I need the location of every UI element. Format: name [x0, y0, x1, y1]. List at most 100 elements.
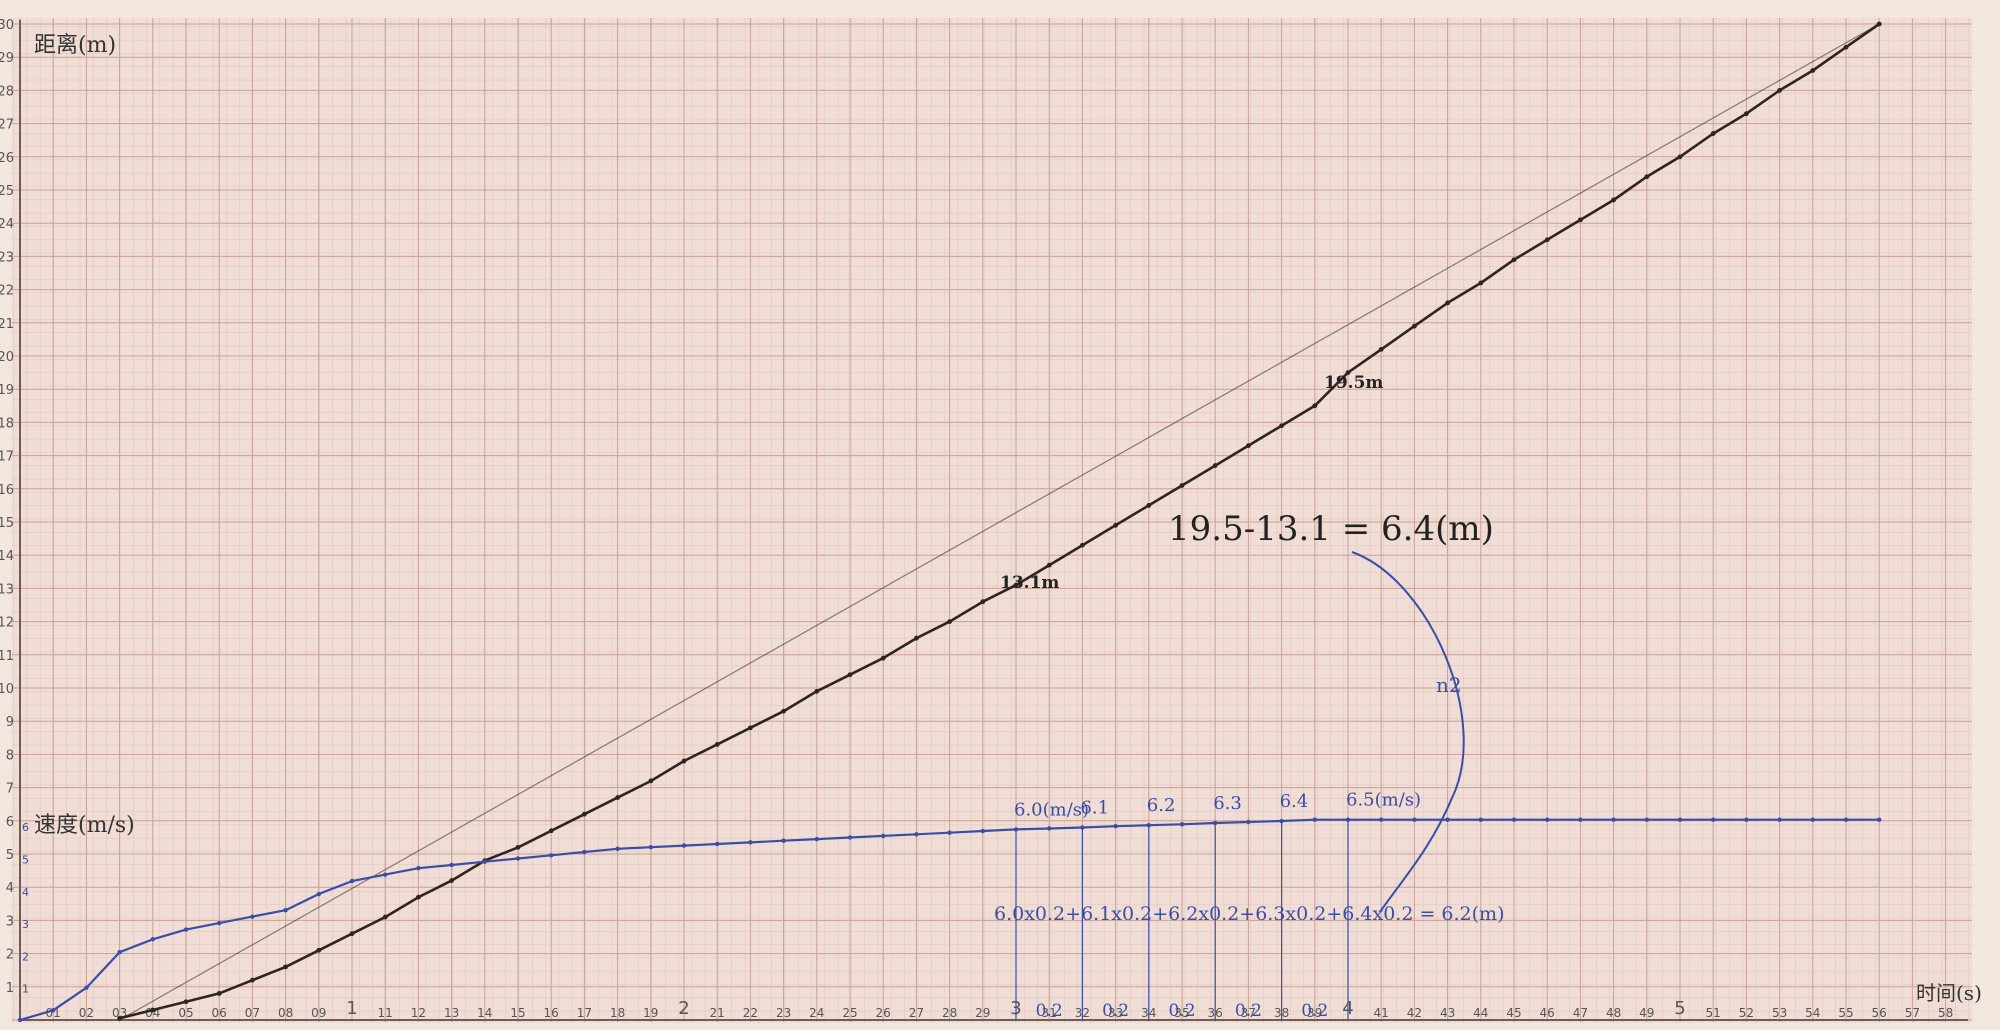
- distance-point: [615, 795, 620, 800]
- distance-point: [714, 742, 720, 747]
- velocity-point: [847, 835, 853, 840]
- connector-curve: [1351, 551, 1465, 913]
- velocity-point: [914, 832, 919, 837]
- time-tick-label: 23: [776, 1006, 791, 1020]
- distance-point: [1677, 154, 1683, 160]
- velocity-point: [283, 907, 288, 913]
- distance-point: [1876, 21, 1882, 27]
- distance-tick-label: 9: [6, 715, 14, 730]
- interval-label: 0.2: [1102, 1001, 1129, 1021]
- distance-point: [1644, 174, 1650, 180]
- time-tick-label: 19: [643, 1006, 658, 1020]
- time-tick-label: 41: [1374, 1006, 1389, 1020]
- velocity-point: [217, 920, 222, 926]
- velocity-point: [980, 828, 985, 834]
- distance-point: [1345, 370, 1351, 375]
- time-tick-label: 49: [1639, 1006, 1654, 1020]
- distance-tick-label: 5: [6, 848, 14, 863]
- velocity-point: [1246, 819, 1251, 825]
- velocity-point: [1279, 818, 1284, 824]
- distance-point: [1843, 44, 1849, 50]
- velocity-point: [117, 949, 122, 955]
- velocity-labels: 6.0(m/s)6.1 6.2 6.3 6.4 6.5(m/s): [1014, 790, 1421, 821]
- distance-tick-label: 19: [0, 383, 14, 398]
- velocity-point: [1047, 826, 1052, 831]
- distance-point: [1113, 522, 1118, 528]
- distance-point: [382, 914, 388, 920]
- velocity-point: [648, 844, 653, 850]
- time-tick-label: 28: [942, 1006, 957, 1020]
- velocity-point: [1113, 824, 1118, 829]
- time-tick-label: 25: [842, 1006, 857, 1020]
- distance-point: [748, 725, 753, 731]
- time-tick-label: 44: [1473, 1006, 1488, 1020]
- distance-point: [1445, 300, 1450, 306]
- velocity-point: [715, 841, 720, 847]
- distance-point: [814, 688, 820, 694]
- distance-tick-label: 30: [0, 18, 14, 33]
- time-tick-label: 58: [1938, 1006, 1953, 1020]
- area-sum-equation: 6.0x0.2+6.1x0.2+6.2x0.2+6.3x0.2+6.4x0.2 …: [994, 903, 1504, 925]
- time-tick-label: 13: [444, 1006, 459, 1020]
- time-axis-ticks: 01 02 03 04 05 06 07 08 09 1 11 12 13 14 15 16 17 18 19 2 21…: [46, 998, 1954, 1020]
- distance-point: [1478, 280, 1484, 286]
- distance-tick-label: 25: [0, 184, 14, 199]
- annotations: 13.1m 19.5m 19.5-13.1 = 6.4(m) n2 6.0x0.…: [994, 373, 1504, 1021]
- velocity-tick-label: 2: [22, 950, 29, 963]
- distance-line: [119, 22, 1880, 1020]
- velocity-series: [17, 817, 1882, 1023]
- velocity-point: [1312, 817, 1318, 822]
- annotation-19-5m: 19.5m: [1324, 373, 1383, 393]
- distance-trend-line: [119, 23, 1880, 1021]
- distance-point: [250, 977, 255, 983]
- time-axis-title: 时间(s): [1916, 981, 1982, 1005]
- distance-tick-label: 2: [6, 948, 14, 963]
- distance-point: [1412, 323, 1417, 329]
- velocity-point: [250, 914, 255, 919]
- time-tick-label: 33: [1108, 1006, 1123, 1020]
- distance-tick-label: 27: [0, 118, 14, 133]
- velocity-point: [150, 937, 155, 942]
- distance-tick-label: 12: [0, 616, 14, 631]
- distance-axis-title: 距离(m): [34, 33, 116, 58]
- velocity-point: [1578, 817, 1583, 822]
- velocity-point: [1179, 822, 1185, 827]
- time-tick-label: 24: [809, 1006, 824, 1020]
- velocity-axis-title: 速度(m/s): [34, 813, 135, 838]
- time-tick-label: 27: [909, 1006, 924, 1020]
- time-tick-label: 29: [975, 1006, 990, 1020]
- velocity-point: [1877, 817, 1882, 822]
- velocity-point: [615, 846, 620, 852]
- distance-point: [781, 708, 786, 714]
- distance-point: [847, 672, 853, 678]
- distance-difference-equation: 19.5-13.1 = 6.4(m): [1168, 509, 1494, 549]
- time-tick-label: 45: [1506, 1006, 1521, 1020]
- time-tick-label: 51: [1706, 1006, 1721, 1020]
- distance-point: [648, 778, 654, 784]
- distance-tick-label: 21: [0, 317, 14, 332]
- interval-label: 0.2: [1235, 1001, 1262, 1021]
- velocity-point: [84, 985, 89, 990]
- axes: [19, 20, 1968, 1021]
- distance-point: [914, 635, 919, 641]
- distance-tick-label: 22: [0, 284, 14, 299]
- time-tick-label: 05: [178, 1006, 193, 1020]
- distance-axis-ticks: 1234567891011121314151617181920212223242…: [0, 18, 14, 996]
- distance-point: [1212, 463, 1218, 468]
- distance-tick-label: 24: [0, 217, 14, 232]
- distance-point: [416, 894, 421, 900]
- velocity-point: [1711, 817, 1716, 822]
- velocity-point: [1013, 827, 1019, 832]
- velocity-point: [316, 891, 321, 897]
- distance-point: [1710, 131, 1716, 136]
- distance-tick-label: 23: [0, 250, 14, 265]
- distance-point: [980, 599, 986, 605]
- velocity-point: [383, 872, 388, 877]
- velocity-point: [748, 840, 753, 845]
- interval-label: 0.2: [1168, 1001, 1195, 1021]
- distance-tick-label: 29: [0, 51, 14, 66]
- distance-point: [183, 999, 189, 1005]
- time-tick-label: 47: [1573, 1006, 1588, 1020]
- distance-point: [316, 947, 322, 953]
- distance-point: [1146, 503, 1152, 508]
